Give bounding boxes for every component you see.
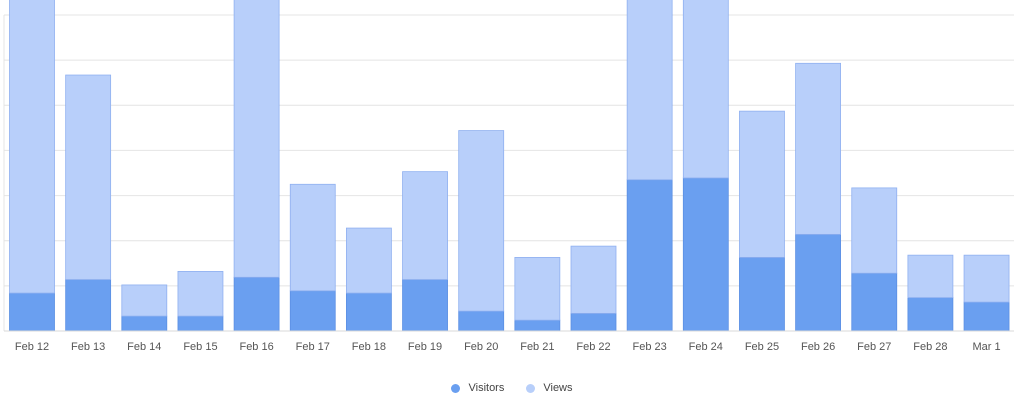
bar-visitors-13[interactable]: [739, 257, 785, 332]
bar-visitors-4[interactable]: [233, 276, 280, 332]
bar-views-8[interactable]: [458, 130, 505, 312]
bar-visitors-16[interactable]: [907, 297, 954, 332]
bar-views-1[interactable]: [65, 74, 112, 280]
chart-svg: Feb 12 Feb 13 Feb 14 Feb 15 Feb 16 Feb 17 Feb …: [3, 0, 1014, 353]
bar-views-9[interactable]: [514, 257, 561, 321]
x-tick-label: Feb 15: [183, 341, 217, 353]
bar-visitors-5[interactable]: [289, 290, 336, 332]
x-tick-label: Feb 27: [857, 341, 891, 353]
legend-dot-views: [526, 383, 536, 393]
bar-views-14[interactable]: [795, 62, 841, 235]
bar-views-13[interactable]: [739, 110, 785, 258]
bar-visitors-15[interactable]: [851, 272, 898, 332]
x-tick-label: Mar 1: [972, 341, 1000, 353]
x-tick-label: Feb 24: [689, 341, 723, 353]
x-tick-label: Feb 21: [520, 341, 554, 353]
bar-views-6[interactable]: [345, 227, 392, 294]
bar-visitors-1[interactable]: [65, 279, 112, 332]
x-tick-label: Feb 25: [745, 341, 779, 353]
bar-visitors-0[interactable]: [9, 292, 55, 332]
bar-views-16[interactable]: [907, 254, 954, 298]
bar-views-7[interactable]: [402, 171, 448, 280]
legend: Visitors Views: [0, 382, 1024, 394]
legend-item-visitors[interactable]: Visitors: [451, 382, 504, 394]
bar-views-4[interactable]: [233, 0, 280, 278]
bar-visitors-12[interactable]: [682, 177, 729, 332]
bar-views-11[interactable]: [626, 0, 673, 181]
x-tick-label: Feb 20: [464, 341, 498, 353]
bar-visitors-3[interactable]: [177, 315, 224, 332]
bar-visitors-7[interactable]: [402, 279, 448, 332]
x-tick-label: Feb 12: [15, 341, 49, 353]
bar-views-0[interactable]: [9, 0, 55, 294]
x-tick-label: Feb 17: [296, 341, 330, 353]
bar-visitors-9[interactable]: [514, 319, 561, 332]
bar-views-12[interactable]: [682, 0, 729, 179]
bar-visitors-6[interactable]: [345, 292, 392, 332]
bar-views-17[interactable]: [963, 254, 1010, 303]
legend-label-visitors: Visitors: [468, 382, 505, 394]
x-tick-label: Feb 19: [408, 341, 442, 353]
bar-visitors-17[interactable]: [963, 301, 1010, 332]
x-tick-label: Feb 28: [913, 341, 947, 353]
x-tick-label: Feb 16: [239, 341, 273, 353]
legend-label-views: Views: [543, 382, 573, 394]
legend-item-views[interactable]: Views: [526, 382, 573, 394]
x-tick-label: Feb 26: [801, 341, 835, 353]
bar-views-3[interactable]: [177, 271, 224, 317]
bar-visitors-10[interactable]: [570, 312, 617, 332]
x-tick-label: Feb 18: [352, 341, 386, 353]
bar-visitors-2[interactable]: [121, 315, 168, 332]
x-tick-label: Feb 22: [576, 341, 610, 353]
x-tick-label: Feb 13: [71, 341, 105, 353]
legend-dot-visitors: [451, 383, 461, 393]
bar-views-10[interactable]: [570, 245, 617, 314]
bar-views-15[interactable]: [851, 187, 898, 274]
bar-visitors-11[interactable]: [626, 179, 673, 332]
x-tick-label: Feb 23: [633, 341, 667, 353]
bar-visitors-8[interactable]: [458, 310, 505, 332]
bar-views-5[interactable]: [289, 183, 336, 292]
bar-views-2[interactable]: [121, 284, 168, 317]
bar-visitors-14[interactable]: [795, 233, 841, 332]
x-tick-label: Feb 14: [127, 341, 161, 353]
